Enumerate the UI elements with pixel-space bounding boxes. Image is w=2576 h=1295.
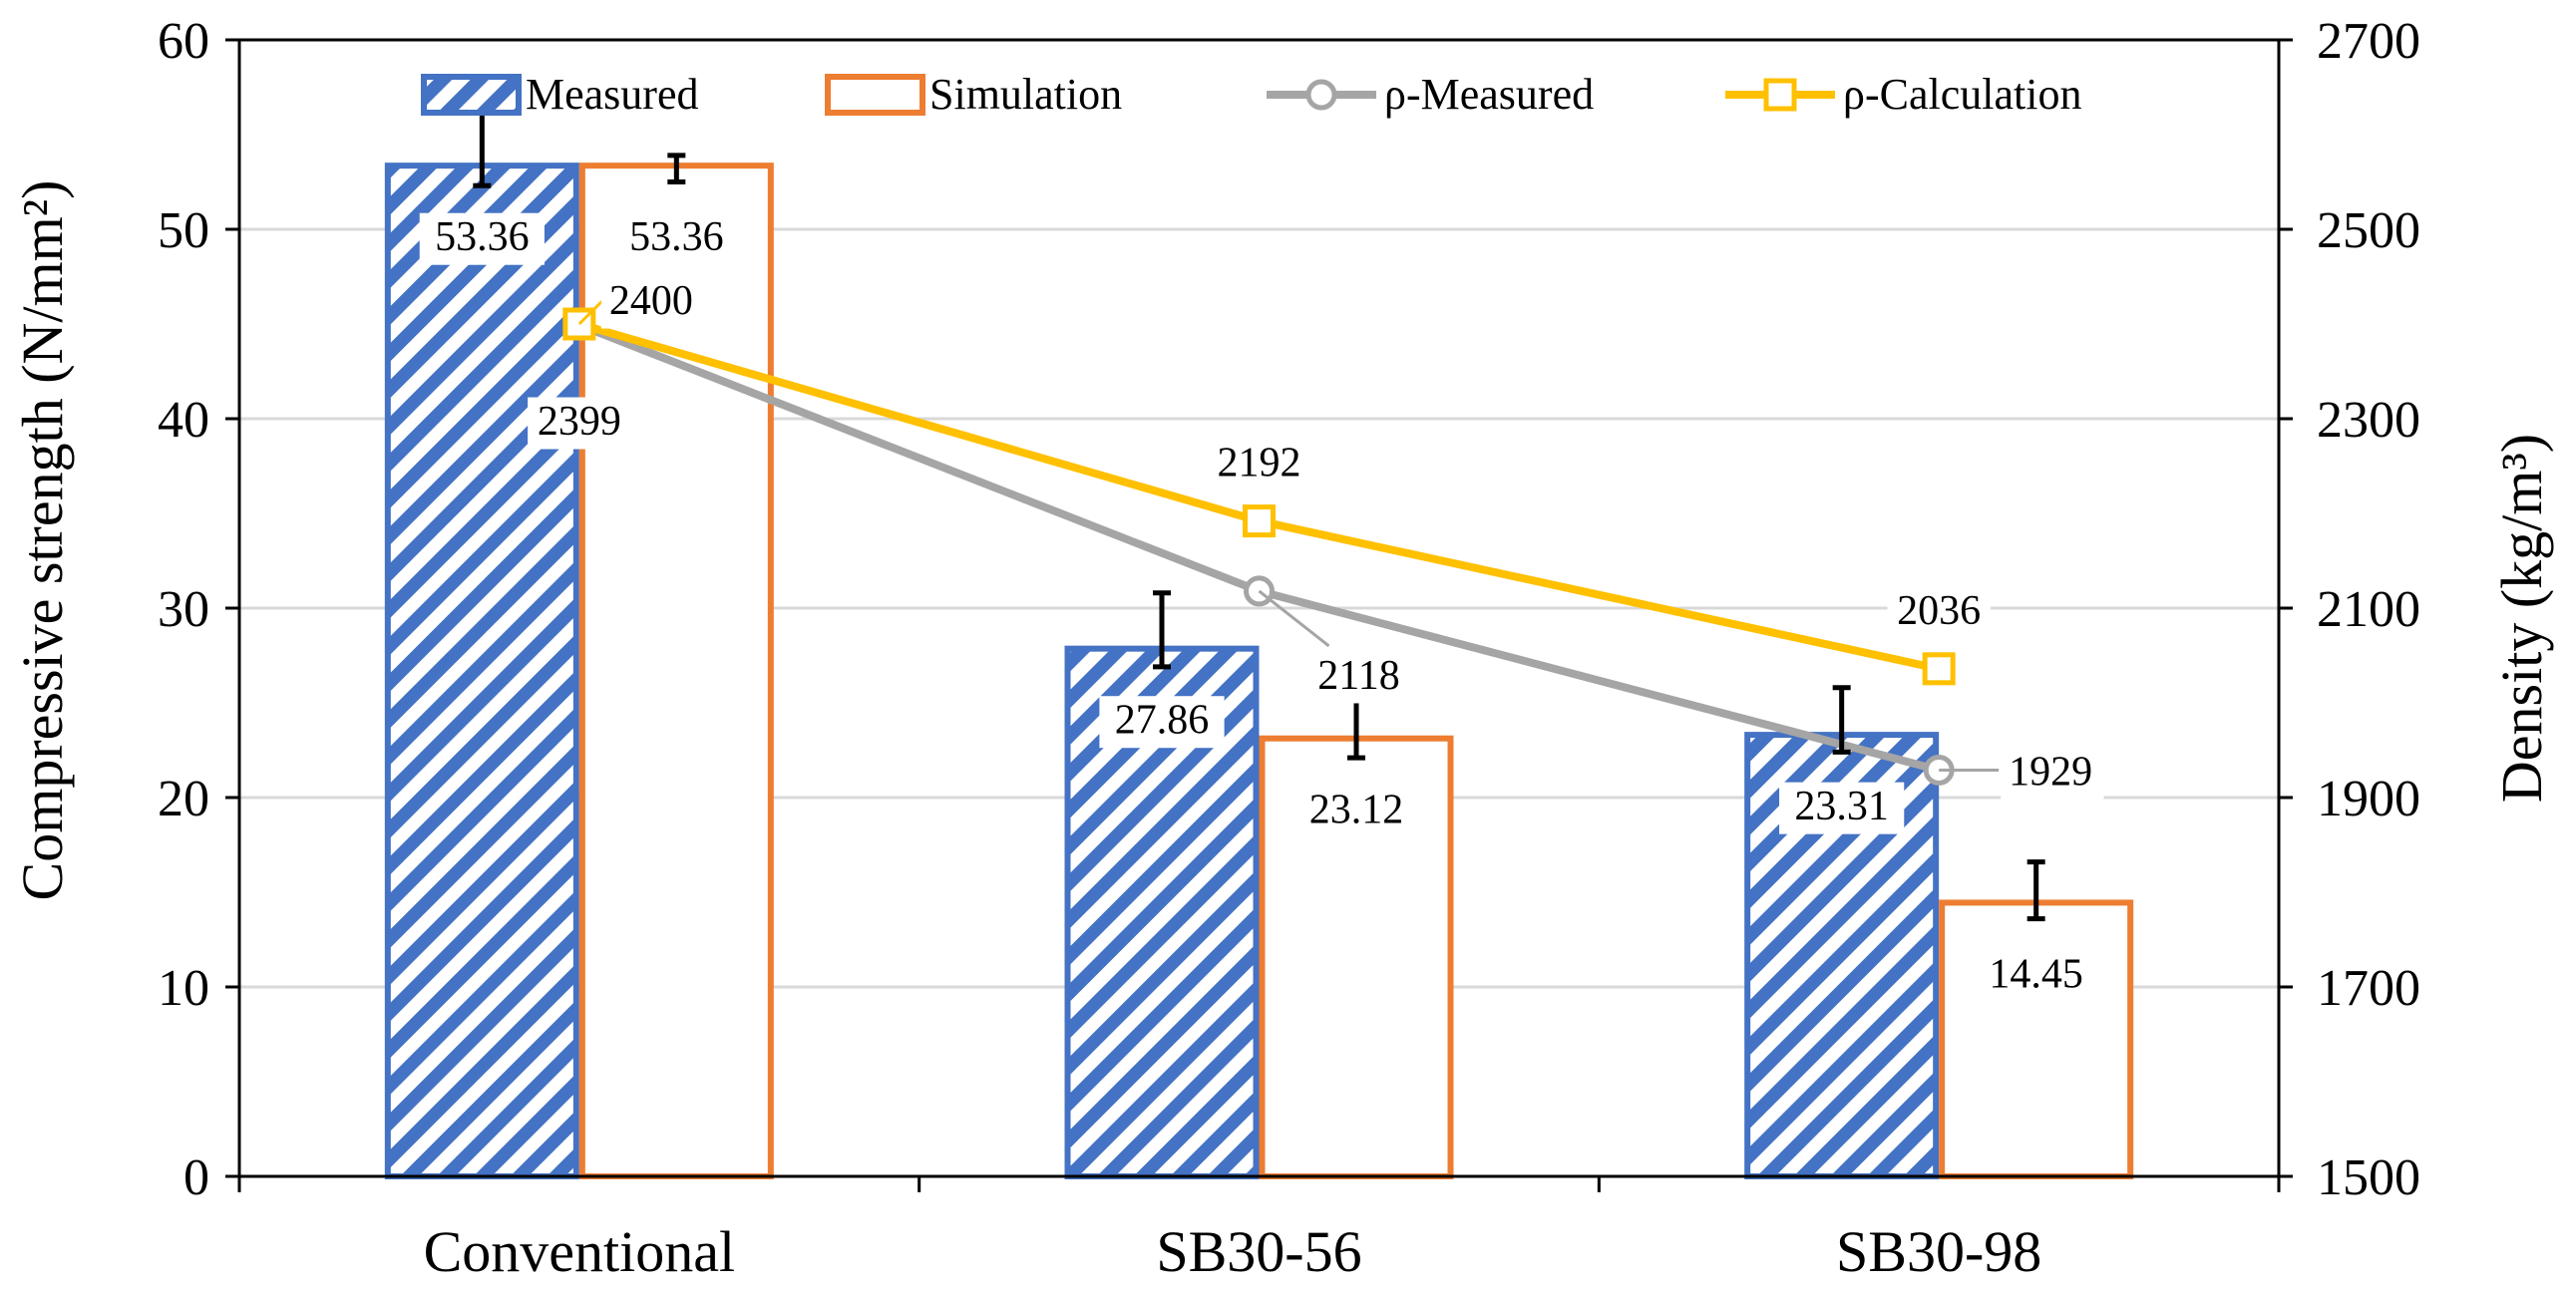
y2-tick-label-2300: 2300 bbox=[2317, 392, 2420, 449]
legend: Measured Simulation ρ-Measured ρ-Calculatio… bbox=[421, 70, 2081, 119]
y-tick-label-30: 30 bbox=[158, 581, 209, 638]
label-rho-measured-1: 2118 bbox=[1317, 653, 1399, 699]
y-tick-label-20: 20 bbox=[158, 771, 209, 827]
y2-tick-label-1500: 1500 bbox=[2317, 1149, 2420, 1206]
y2-tick-label-2100: 2100 bbox=[2317, 581, 2420, 638]
legend-Measured-label: Measured bbox=[526, 70, 699, 119]
leader-rho-measured-1 bbox=[1258, 589, 1330, 648]
legend-ρ-Measured-label: ρ-Measured bbox=[1384, 70, 1594, 119]
label-rho-calculation-2-bg bbox=[1887, 586, 1991, 639]
label-simulation-0: 53.36 bbox=[629, 214, 724, 260]
y-tick-label-60: 60 bbox=[158, 13, 209, 70]
label-simulation-1-bg bbox=[1293, 786, 1419, 838]
data-labels: 53.36 27.86 23.31 53.36 23.12 14.45 2399 2118 19… bbox=[419, 212, 2104, 1003]
axes: Conventional SB30-56 SB30-98 0 10 20 30 40 50 60 1… bbox=[158, 13, 2420, 1284]
legend-ρ-Measured-marker bbox=[1305, 79, 1337, 111]
bar-simulation-sb30-98 bbox=[1939, 899, 2134, 1179]
label-rho-calculation-0-bg bbox=[600, 276, 705, 329]
x-tick-label-conventional: Conventional bbox=[424, 1219, 736, 1284]
bar-measured-conventional bbox=[384, 162, 579, 1180]
line-ρ-Calculation bbox=[577, 320, 1941, 673]
label-rho-measured-0: 2399 bbox=[538, 399, 621, 445]
legend-ρ-Calculation-marker bbox=[1763, 78, 1797, 112]
x-tick-label-sb30-98: SB30-98 bbox=[1836, 1219, 2041, 1284]
label-rho-calculation-1-bg bbox=[1207, 439, 1311, 491]
y2-axis-title: Density (kg/m³) bbox=[2489, 434, 2554, 803]
y2-tick-label-1900: 1900 bbox=[2317, 771, 2420, 827]
label-measured-1-bg bbox=[1099, 696, 1225, 749]
marker-ρ-Calculation-1 bbox=[1243, 504, 1276, 538]
marker-ρ-Calculation-2 bbox=[1922, 652, 1956, 686]
y-tick-label-50: 50 bbox=[158, 202, 209, 259]
y2-tick-label-2500: 2500 bbox=[2317, 202, 2420, 259]
y2-tick-label-2700: 2700 bbox=[2317, 13, 2420, 70]
legend-Simulation-swatch bbox=[825, 74, 925, 116]
x-tick-label-sb30-56: SB30-56 bbox=[1156, 1219, 1361, 1284]
legend-Simulation-label: Simulation bbox=[929, 70, 1122, 119]
label-measured-2: 23.31 bbox=[1794, 784, 1889, 829]
y-tick-label-0: 0 bbox=[184, 1149, 209, 1206]
label-measured-1: 27.86 bbox=[1115, 698, 1210, 744]
label-simulation-2: 14.45 bbox=[1989, 951, 2083, 997]
label-measured-0: 53.36 bbox=[435, 214, 530, 260]
label-simulation-1: 23.12 bbox=[1309, 788, 1404, 833]
leader-rho-calculation-0 bbox=[577, 297, 605, 326]
label-rho-measured-0-bg bbox=[528, 397, 631, 450]
label-measured-2-bg bbox=[1779, 782, 1905, 834]
label-measured-0-bg bbox=[419, 212, 545, 265]
y-axis-title: Compressive strength (N/mm²) bbox=[10, 180, 75, 901]
label-simulation-2-bg bbox=[1974, 950, 2099, 1003]
label-rho-measured-1-bg bbox=[1306, 651, 1411, 704]
label-rho-calculation-2: 2036 bbox=[1897, 588, 1981, 634]
label-simulation-0-bg bbox=[613, 212, 739, 265]
label-rho-measured-2-bg bbox=[2001, 748, 2104, 801]
y-tick-label-10: 10 bbox=[158, 960, 209, 1017]
label-rho-measured-2: 1929 bbox=[2009, 749, 2092, 795]
legend-ρ-Calculation-label: ρ-Calculation bbox=[1843, 70, 2081, 119]
y-tick-label-40: 40 bbox=[158, 392, 209, 449]
label-rho-calculation-1: 2192 bbox=[1218, 441, 1301, 486]
legend-Measured-swatch bbox=[421, 74, 522, 116]
y2-tick-label-1700: 1700 bbox=[2317, 960, 2420, 1017]
label-rho-calculation-0: 2400 bbox=[609, 278, 693, 324]
